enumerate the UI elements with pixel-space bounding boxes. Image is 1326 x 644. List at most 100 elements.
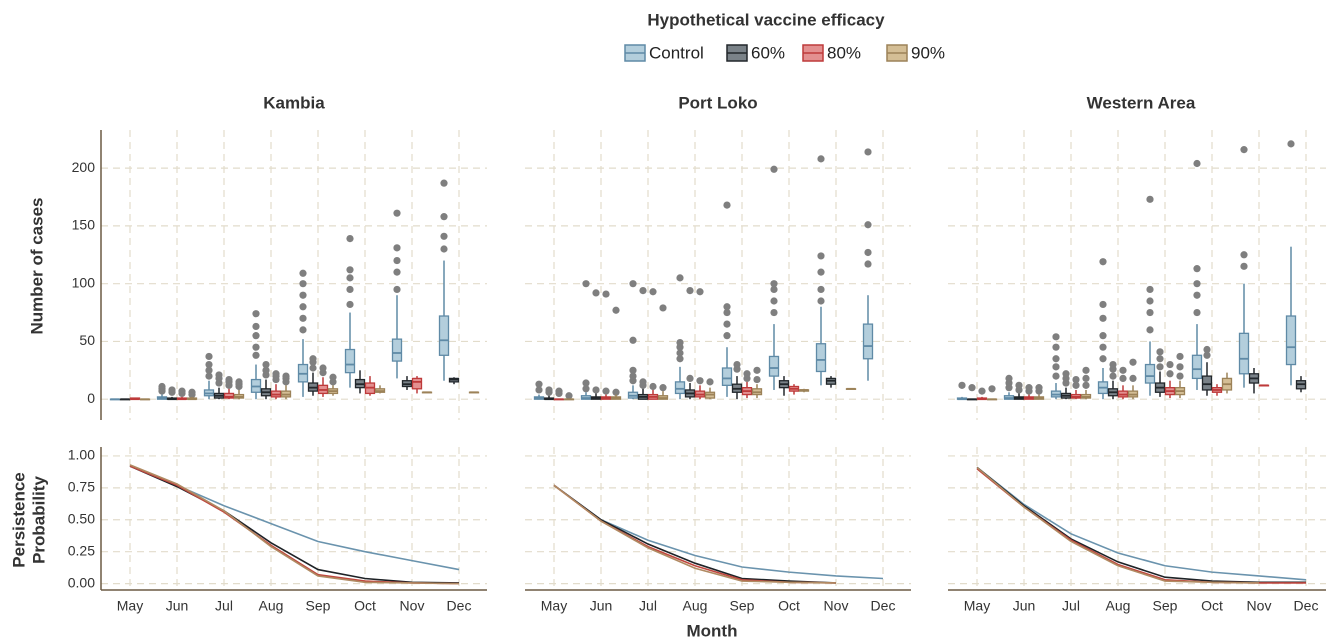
outlier bbox=[592, 386, 600, 394]
outlier bbox=[168, 386, 176, 394]
outlier bbox=[393, 268, 401, 276]
outlier bbox=[988, 385, 996, 393]
line bbox=[553, 484, 837, 584]
outlier bbox=[1052, 343, 1060, 351]
outlier bbox=[676, 349, 684, 357]
outlier bbox=[1146, 285, 1154, 294]
outlier bbox=[1119, 374, 1127, 383]
line bbox=[553, 484, 837, 584]
outlier bbox=[602, 387, 610, 395]
box bbox=[1285, 315, 1297, 366]
outlier bbox=[545, 386, 553, 394]
outlier bbox=[612, 388, 620, 396]
outlier bbox=[1129, 374, 1137, 383]
outlier bbox=[309, 355, 317, 363]
outlier bbox=[440, 213, 448, 221]
outlier bbox=[205, 366, 213, 374]
x-tick-label: Jun bbox=[166, 598, 189, 614]
outlier bbox=[252, 343, 260, 351]
outlier bbox=[1146, 326, 1154, 334]
outlier bbox=[1176, 372, 1184, 380]
outlier bbox=[770, 285, 778, 294]
outlier bbox=[393, 285, 401, 294]
outlier bbox=[1156, 363, 1164, 371]
line bbox=[129, 465, 460, 584]
outlier bbox=[1099, 355, 1107, 363]
outlier bbox=[1052, 355, 1060, 363]
outlier bbox=[1035, 384, 1043, 392]
y-tick-label: 50 bbox=[79, 332, 95, 348]
outlier bbox=[743, 370, 751, 378]
y-axis-label: Number of cases bbox=[27, 198, 46, 335]
line bbox=[976, 466, 1307, 581]
box bbox=[768, 355, 780, 377]
x-tick-label: Jul bbox=[1062, 598, 1080, 614]
x-tick-label: Nov bbox=[824, 598, 849, 614]
x-tick-label: Aug bbox=[1106, 598, 1131, 614]
outlier bbox=[659, 384, 667, 392]
outlier bbox=[329, 373, 337, 381]
outlier bbox=[1146, 308, 1154, 317]
outlier bbox=[205, 360, 213, 369]
y-tick-label: 0.75 bbox=[68, 479, 95, 495]
outlier bbox=[1082, 374, 1090, 383]
x-tick-label: Jul bbox=[639, 598, 657, 614]
outlier bbox=[1193, 308, 1201, 317]
x-tick-label: Dec bbox=[447, 598, 472, 614]
outlier bbox=[978, 387, 986, 395]
x-tick-label: Jun bbox=[1013, 598, 1036, 614]
outlier bbox=[282, 372, 290, 380]
outlier bbox=[1193, 159, 1201, 168]
outlier bbox=[676, 338, 684, 347]
outlier bbox=[723, 332, 731, 340]
outlier bbox=[753, 366, 761, 374]
outlier bbox=[393, 209, 401, 217]
x-axis-label: Month bbox=[687, 621, 738, 640]
x-tick-label: Nov bbox=[1247, 598, 1272, 614]
outlier bbox=[582, 280, 590, 288]
outlier bbox=[1109, 372, 1117, 380]
outlier bbox=[864, 248, 872, 257]
outlier bbox=[1240, 262, 1248, 270]
outlier bbox=[225, 375, 233, 384]
outlier bbox=[346, 274, 354, 282]
x-tick-label: Sep bbox=[730, 598, 755, 614]
outlier bbox=[252, 310, 260, 318]
outlier bbox=[346, 300, 354, 309]
outlier bbox=[864, 148, 872, 156]
x-tick-label: Sep bbox=[1153, 598, 1178, 614]
outlier bbox=[582, 385, 590, 393]
outlier bbox=[676, 274, 684, 282]
outlier bbox=[1052, 372, 1060, 380]
outlier bbox=[1193, 265, 1201, 273]
outlier bbox=[649, 382, 657, 391]
outlier bbox=[723, 303, 731, 311]
outlier bbox=[205, 352, 213, 361]
outlier bbox=[817, 252, 825, 260]
outlier bbox=[1099, 300, 1107, 309]
outlier bbox=[215, 371, 223, 379]
outlier bbox=[817, 285, 825, 294]
outlier bbox=[817, 155, 825, 163]
box bbox=[344, 348, 356, 374]
legend-label: 80% bbox=[827, 43, 861, 62]
outlier bbox=[319, 364, 327, 372]
outlier bbox=[1082, 381, 1090, 389]
outlier bbox=[1072, 375, 1080, 384]
x-tick-label: May bbox=[541, 598, 567, 614]
outlier bbox=[440, 245, 448, 253]
outlier bbox=[565, 392, 573, 400]
legend-label: Control bbox=[649, 43, 704, 62]
outlier bbox=[864, 260, 872, 268]
x-tick-label: Oct bbox=[1201, 598, 1223, 614]
outlier bbox=[178, 387, 186, 395]
outlier bbox=[817, 297, 825, 305]
outlier bbox=[629, 372, 637, 380]
outlier bbox=[629, 366, 637, 374]
outlier bbox=[252, 351, 260, 359]
outlier bbox=[252, 332, 260, 340]
facet-title: Port Loko bbox=[678, 93, 757, 112]
outlier bbox=[696, 377, 704, 385]
outlier bbox=[602, 290, 610, 298]
